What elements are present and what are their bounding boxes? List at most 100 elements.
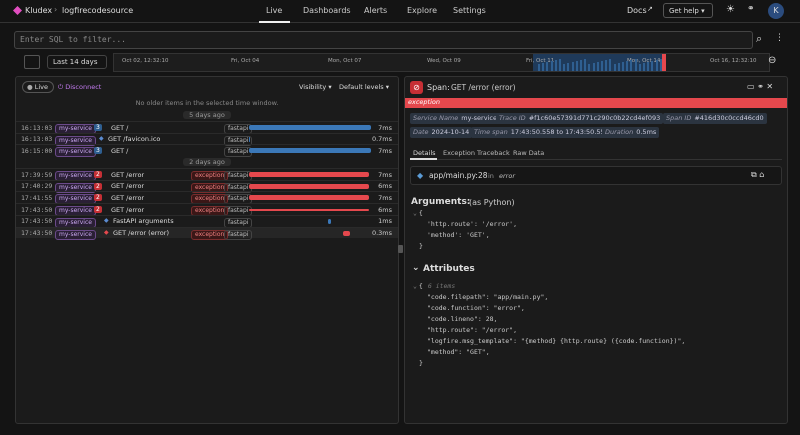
link-icon[interactable]: ⚭ [747, 4, 755, 14]
tag: exception [191, 229, 229, 240]
range-text: Last 14 days [53, 58, 98, 66]
visibility-select[interactable]: Visibility ▾ [299, 83, 332, 91]
code-line: ⌄{6 items [413, 281, 685, 292]
meta-value: #f1c60e57391d771c290c0b22cd4ef093 [528, 114, 661, 122]
org-name[interactable]: Kludex [25, 6, 53, 15]
span-list: No older items in the selected time wind… [16, 97, 398, 240]
timeline-tick [538, 64, 540, 71]
zoom-icon[interactable]: ⊖ [768, 55, 777, 66]
timeline-tick [643, 63, 645, 71]
span-row[interactable]: 16:15:00 my-service 3 GET / fastapi 7ms [16, 144, 398, 158]
span-row[interactable]: 17:40:29 my-service 2 GET /error exception fa… [16, 179, 398, 193]
code-line: "method": "GET", [413, 347, 685, 358]
timeline-tick [617, 63, 620, 71]
span-name: GET /error (error) [451, 83, 516, 92]
nav-tab[interactable]: Dashboards [303, 6, 351, 15]
project-name[interactable]: logfirecodesource [62, 6, 134, 15]
live-toggle[interactable]: ● Live [22, 81, 54, 93]
timeline[interactable]: Oct 02, 12:32:10 Fri, Oct 04 Mon, Oct 07 We… [113, 53, 770, 72]
timeline-tick [601, 61, 603, 71]
meta-value: 17:43:50.558 to 17:43:50.559 [510, 128, 609, 136]
timeline-selection [533, 54, 666, 71]
span-name: GET / [111, 146, 129, 155]
source-func: error [499, 172, 515, 180]
range-select[interactable]: Last 14 days [47, 55, 107, 69]
group-label: 2 days ago [183, 158, 231, 167]
disconnect-button[interactable]: ⏻ Disconnect [58, 83, 102, 91]
child-count: 2 [94, 206, 102, 214]
duration-bar [249, 136, 250, 142]
external-icon: ↗ [647, 5, 653, 13]
source-actions[interactable]: ⧉ ⌂ [751, 170, 765, 179]
help-button[interactable]: Get help ▾ [663, 3, 713, 18]
span-row[interactable]: 17:43:50 my-service ◆ FastAPI arguments fast… [16, 214, 398, 228]
source-in: in [488, 172, 494, 180]
child-count: 2 [94, 194, 102, 202]
detail-tab[interactable]: Raw Data [513, 149, 545, 157]
separator: › [54, 5, 58, 14]
timeline-tick [575, 61, 578, 71]
code-line: "logfire.msg_template": "{method} {http.… [413, 336, 685, 347]
nav-tab[interactable]: Explore [407, 6, 438, 15]
level-icon: ◆ [104, 229, 109, 236]
timeline-tick [630, 60, 633, 71]
meta-value: 2024-10-14 [431, 128, 470, 136]
duration: 6ms [378, 182, 392, 191]
top-nav: Kludex › logfirecodesource Live Dashboar… [0, 0, 800, 23]
timeline-tick [655, 60, 658, 71]
resize-handle[interactable] [398, 245, 403, 253]
meta-key: Date [413, 128, 429, 136]
span-name: GET /error [111, 205, 145, 214]
avatar[interactable]: K [768, 3, 784, 19]
detail-tab[interactable]: Details [413, 149, 436, 157]
level-bar: exception [405, 98, 787, 108]
duration: 7ms [378, 146, 392, 155]
source-box: ◆ app/main.py:28 in error ⧉ ⌂ [410, 166, 782, 185]
code-text: 'http.route': '/error', [427, 220, 518, 228]
panel-actions[interactable]: ▭ ⚭ ✕ [747, 82, 774, 91]
code-text: 'method': 'GET', [427, 231, 490, 239]
more-icon[interactable]: ⋮ [775, 33, 784, 43]
timeline-tick [596, 62, 599, 71]
timeline-tick [622, 62, 624, 71]
collapse-icon: ⌄ [413, 209, 417, 217]
span-row[interactable]: 17:39:59 my-service 2 GET /error exception fa… [16, 168, 398, 182]
python-icon: ◆ [417, 171, 424, 180]
duration-bar [328, 218, 331, 224]
tag: fastapi [224, 229, 253, 240]
meta-chip: Span ID #416d30c0ccd46cd0 [663, 113, 767, 124]
duration-bar [249, 172, 369, 178]
timeline-tick [638, 64, 641, 71]
sql-filter[interactable]: Enter SQL to filter... [14, 31, 753, 49]
nav-tab[interactable]: Settings [453, 6, 486, 15]
code-line: ⌄{ [413, 208, 517, 219]
timeline-tick [571, 62, 574, 71]
nav-tab[interactable]: Live [266, 6, 283, 15]
item-count: 6 items [427, 282, 456, 290]
code-text: { [418, 282, 423, 290]
nav-tab[interactable]: Alerts [364, 6, 388, 15]
source-file[interactable]: app/main.py:28 [429, 171, 488, 180]
duration: 6ms [378, 205, 392, 214]
duration: 7ms [378, 193, 392, 202]
span-row[interactable]: 17:43:50 my-service 2 GET /error exception fa… [16, 203, 398, 217]
search-icon[interactable]: ⌕ [756, 32, 763, 45]
span-name: GET /error [111, 170, 145, 179]
span-icon: ⊘ [410, 81, 423, 94]
theme-icon[interactable]: ☀ [726, 4, 735, 15]
timeline-label: Oct 16, 12:32:10 [710, 58, 757, 64]
time: 17:39:59 [21, 170, 53, 179]
timeline-tick [659, 59, 662, 71]
levels-select[interactable]: Default levels ▾ [339, 83, 390, 91]
span-row[interactable]: 17:41:55 my-service 2 GET /error exception fa… [16, 191, 398, 205]
docs-link[interactable]: Docs [627, 6, 647, 15]
sidebar-toggle[interactable] [24, 55, 40, 69]
span-row[interactable]: 16:13:03 my-service 3 GET / fastapi 7ms [16, 121, 398, 134]
detail-tab[interactable]: Exception Traceback [443, 149, 510, 157]
attributes-toggle[interactable]: ⌄ [412, 263, 420, 273]
time: 17:43:50 [21, 229, 53, 237]
code-text: "code.lineno": 28, [427, 315, 498, 323]
collapse-icon: ⌄ [413, 282, 417, 290]
span-row[interactable]: 17:43:50 my-service ◆ GET /error (error) exc… [16, 226, 398, 240]
span-row[interactable]: 16:13:03 my-service ◆ GET /favicon.ico fasta… [16, 132, 398, 146]
